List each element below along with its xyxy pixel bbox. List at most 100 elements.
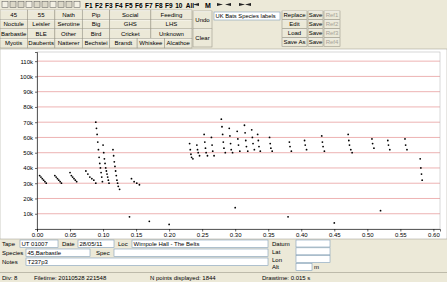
function-key[interactable]: F4 bbox=[115, 2, 123, 9]
label-action-button[interactable]: Edit bbox=[282, 20, 307, 29]
label-action-button[interactable]: Save bbox=[308, 38, 323, 47]
call-point bbox=[113, 155, 115, 157]
species-button[interactable]: BLE bbox=[27, 29, 54, 39]
info-panel: TapeUT 01007Date28/05/11LocWimpole Hall … bbox=[2, 240, 330, 270]
toolbar-icon[interactable] bbox=[26, 2, 32, 8]
arrow-button[interactable] bbox=[225, 3, 231, 6]
label-action-button[interactable]: Ref1 bbox=[324, 11, 340, 20]
species-button[interactable]: Feeding bbox=[151, 10, 192, 20]
species-button[interactable]: Natterer bbox=[55, 39, 82, 49]
label-action-button[interactable]: Load bbox=[282, 29, 307, 38]
function-key[interactable]: 10 bbox=[175, 2, 183, 9]
field-box[interactable] bbox=[26, 249, 90, 257]
position-box[interactable] bbox=[296, 240, 330, 247]
function-key[interactable]: F5 bbox=[125, 2, 133, 9]
species-button[interactable]: Big bbox=[82, 20, 109, 30]
clear-button[interactable]: Clear bbox=[193, 29, 212, 47]
arrow-button[interactable] bbox=[193, 3, 199, 6]
species-button[interactable]: Bird bbox=[82, 29, 109, 39]
call-point bbox=[112, 149, 114, 151]
label-action-button-text: Save bbox=[309, 12, 323, 18]
function-key[interactable]: All bbox=[186, 2, 195, 9]
call-point bbox=[239, 150, 241, 152]
function-key[interactable]: F7 bbox=[145, 2, 153, 9]
species-button[interactable]: Unknown bbox=[151, 29, 192, 39]
function-key[interactable]: F3 bbox=[105, 2, 113, 9]
toolbar-icon[interactable] bbox=[66, 2, 72, 8]
field-box[interactable] bbox=[78, 240, 114, 248]
mode-button[interactable]: M bbox=[205, 2, 211, 9]
x-tick-label: 0.15 bbox=[131, 232, 143, 238]
species-button[interactable]: Bechstei bbox=[82, 39, 109, 49]
species-button[interactable]: Barbastle bbox=[0, 29, 27, 39]
call-point bbox=[237, 138, 239, 140]
species-button[interactable]: 55 bbox=[27, 10, 54, 20]
species-button[interactable]: Cricket bbox=[110, 29, 151, 39]
toolbar-icon[interactable] bbox=[74, 2, 80, 8]
species-button[interactable]: Myotis bbox=[0, 39, 27, 49]
function-key[interactable]: F8 bbox=[155, 2, 163, 9]
field-box[interactable] bbox=[20, 240, 58, 248]
species-button[interactable]: Other bbox=[55, 29, 82, 39]
species-button-face bbox=[55, 10, 82, 20]
species-button[interactable]: Pip bbox=[82, 10, 109, 20]
label-action-button[interactable]: Save As bbox=[282, 38, 307, 47]
label-set-select[interactable] bbox=[214, 12, 280, 20]
species-button[interactable]: Alcathoe bbox=[165, 39, 192, 49]
field-box[interactable] bbox=[114, 249, 268, 257]
x-tick: 0.50 bbox=[362, 229, 374, 238]
call-point bbox=[119, 188, 121, 190]
label-action-button[interactable]: Replace bbox=[282, 11, 307, 20]
species-button-text: LHS bbox=[166, 21, 178, 27]
position-box[interactable] bbox=[296, 256, 330, 263]
species-button[interactable]: Brandt bbox=[110, 39, 137, 49]
label-action-button[interactable]: Save bbox=[308, 29, 323, 38]
species-button[interactable]: Noctule bbox=[0, 20, 27, 30]
window-background bbox=[0, 0, 447, 282]
arrow-button[interactable] bbox=[239, 3, 245, 6]
species-button[interactable]: Serotine bbox=[55, 20, 82, 30]
function-key[interactable]: F6 bbox=[135, 2, 143, 9]
function-key[interactable]: F2 bbox=[95, 2, 103, 9]
toolbar-icon[interactable] bbox=[50, 2, 56, 8]
species-button[interactable]: LHS bbox=[151, 20, 192, 30]
toolbar-icon[interactable] bbox=[42, 2, 48, 8]
call-point bbox=[351, 152, 353, 154]
species-button[interactable]: Daubents bbox=[27, 39, 54, 49]
label-action-button[interactable]: Ref3 bbox=[324, 29, 340, 38]
species-button-text: Unknown bbox=[159, 31, 184, 37]
call-point bbox=[131, 178, 133, 180]
toolbar-icon[interactable] bbox=[10, 2, 16, 8]
arrow-button[interactable] bbox=[217, 3, 223, 6]
arrow-button[interactable] bbox=[245, 3, 251, 6]
label-action-button[interactable]: Ref4 bbox=[324, 38, 340, 47]
label-action-button[interactable]: Ref2 bbox=[324, 20, 340, 29]
call-point bbox=[100, 172, 102, 174]
species-button[interactable]: Nath bbox=[55, 10, 82, 20]
species-button[interactable]: 45 bbox=[0, 10, 27, 20]
call-point bbox=[204, 141, 206, 143]
species-button[interactable]: Leisler bbox=[27, 20, 54, 30]
label-action-button-face bbox=[282, 29, 307, 38]
species-button[interactable]: Whiskee bbox=[137, 39, 164, 49]
toolbar-icon[interactable] bbox=[34, 2, 40, 8]
field-box[interactable] bbox=[26, 258, 268, 266]
field-box[interactable] bbox=[132, 240, 268, 248]
toolbar-icon[interactable] bbox=[18, 2, 24, 8]
function-key[interactable]: F9 bbox=[165, 2, 173, 9]
undo-button[interactable]: Undo bbox=[193, 11, 212, 29]
call-point bbox=[61, 182, 63, 184]
call-point bbox=[304, 144, 306, 146]
y-axis: 10k20k30k40k50k60k70k80k90k100k110k bbox=[20, 53, 38, 230]
function-key[interactable]: F1 bbox=[85, 2, 93, 9]
label-action-button[interactable]: Save bbox=[308, 20, 323, 29]
species-button[interactable]: GHS bbox=[110, 20, 151, 30]
toolbar-icon[interactable] bbox=[2, 2, 8, 8]
species-button-highlight bbox=[1, 20, 27, 21]
position-box[interactable] bbox=[296, 248, 330, 255]
species-button[interactable]: Social bbox=[110, 10, 151, 20]
position-box[interactable] bbox=[296, 263, 312, 270]
species-button-face bbox=[27, 29, 54, 39]
label-action-button[interactable]: Save bbox=[308, 11, 323, 20]
toolbar-icon[interactable] bbox=[58, 2, 64, 8]
